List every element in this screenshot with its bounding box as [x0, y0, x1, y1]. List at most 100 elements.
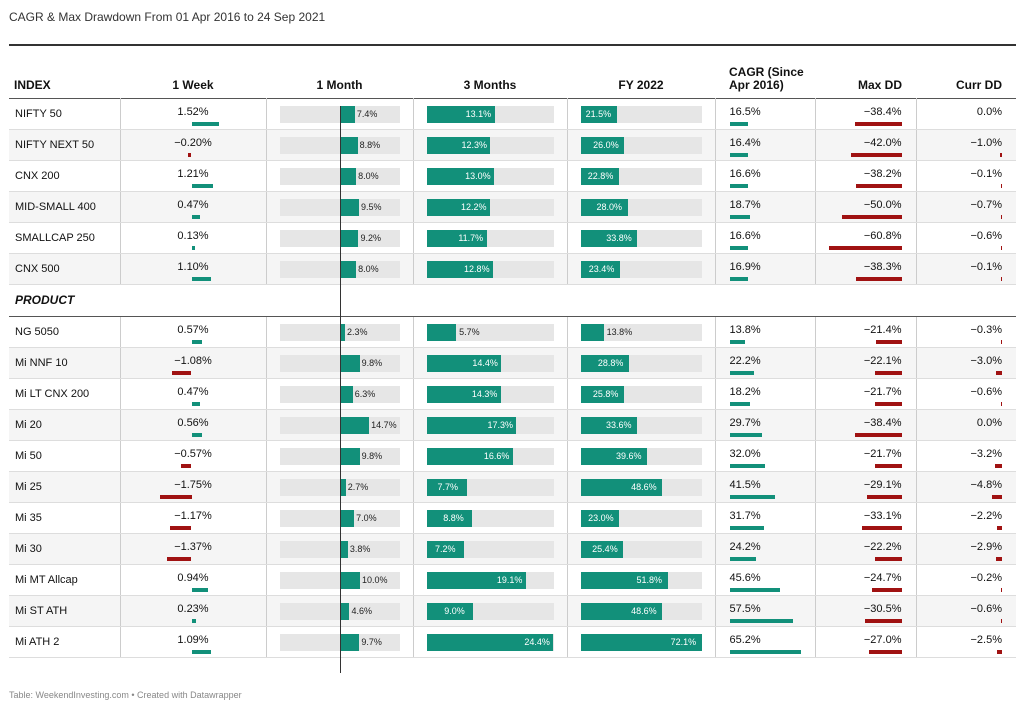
week-value: 0.47%	[121, 386, 266, 398]
month-label: 2.3%	[347, 327, 368, 337]
week-bar	[192, 402, 200, 406]
row-name: Mi 25	[9, 471, 120, 502]
cagr-cell: 29.7%	[715, 409, 815, 440]
cagr-bar	[730, 526, 765, 530]
table-row: NIFTY 50 1.52% 7.4% 13.1% 21.5% 16.5% −38.4% 0.…	[9, 98, 1016, 129]
curr-dd-bar	[1001, 215, 1002, 219]
max-dd-bar	[862, 526, 902, 530]
week-value: −0.57%	[121, 448, 266, 460]
fy-label: 26.0%	[593, 140, 619, 150]
week-cell: −1.17%	[120, 502, 266, 533]
three-months-cell: 7.7%	[413, 471, 567, 502]
row-name: Mi ATH 2	[9, 626, 120, 657]
curr-dd-value: −3.2%	[971, 448, 1017, 460]
three-months-label: 7.7%	[438, 482, 459, 492]
fy-cell: 33.6%	[567, 409, 715, 440]
cagr-cell: 18.2%	[715, 378, 815, 409]
fy-label: 33.6%	[606, 420, 632, 430]
week-bar	[192, 246, 195, 250]
table-row: Mi 25 −1.75% 2.7% 7.7% 48.6% 41.5% −29.1% −4.8%	[9, 471, 1016, 502]
curr-dd-value: −0.7%	[971, 199, 1017, 211]
cagr-value: 16.4%	[730, 137, 761, 149]
fy-bar	[581, 324, 604, 341]
three-months-cell: 7.2%	[413, 533, 567, 564]
row-name: NG 5050	[9, 316, 120, 347]
row-name: Mi LT CNX 200	[9, 378, 120, 409]
week-cell: −0.57%	[120, 440, 266, 471]
section-row: PRODUCT	[9, 284, 1016, 316]
cagr-value: 16.6%	[730, 168, 761, 180]
month-bar	[341, 386, 353, 403]
three-months-label: 14.4%	[472, 358, 498, 368]
week-cell: 0.94%	[120, 564, 266, 595]
max-dd-bar	[876, 340, 902, 344]
cagr-value: 65.2%	[730, 634, 761, 646]
row-name: NIFTY 50	[9, 98, 120, 129]
header-1-month: 1 Month	[266, 45, 413, 98]
week-value: −1.75%	[121, 479, 266, 491]
three-months-cell: 16.6%	[413, 440, 567, 471]
curr-dd-value: −0.6%	[971, 603, 1017, 615]
curr-dd-value: −0.1%	[971, 168, 1017, 180]
week-cell: −0.20%	[120, 129, 266, 160]
week-value: 1.21%	[121, 168, 266, 180]
curr-dd-value: −0.3%	[971, 324, 1017, 336]
curr-dd-value: 0.0%	[977, 106, 1016, 118]
curr-dd-bar	[1001, 402, 1002, 406]
fy-label: 21.5%	[586, 109, 612, 119]
week-value: −1.08%	[121, 355, 266, 367]
week-value: −1.37%	[121, 541, 266, 553]
week-value: 0.56%	[121, 417, 266, 429]
max-dd-value: −21.7%	[864, 448, 916, 460]
curr-dd-cell: −0.3%	[916, 316, 1016, 347]
fy-label: 72.1%	[671, 637, 697, 647]
section-label: PRODUCT	[9, 284, 1016, 316]
month-label: 7.0%	[356, 513, 377, 523]
week-bar	[160, 495, 192, 499]
fy-label: 13.8%	[607, 327, 633, 337]
week-cell: 0.56%	[120, 409, 266, 440]
cagr-value: 16.5%	[730, 106, 761, 118]
three-months-label: 17.3%	[487, 420, 513, 430]
week-cell: −1.08%	[120, 347, 266, 378]
max-dd-cell: −21.7%	[815, 378, 916, 409]
curr-dd-value: −0.1%	[971, 261, 1017, 273]
three-months-cell: 9.0%	[413, 595, 567, 626]
max-dd-value: −29.1%	[864, 479, 916, 491]
max-dd-value: −38.2%	[864, 168, 916, 180]
header-cagr: CAGR (Since Apr 2016)	[715, 45, 815, 98]
row-name: NIFTY NEXT 50	[9, 129, 120, 160]
row-name: CNX 200	[9, 160, 120, 191]
header-fy-2022: FY 2022	[567, 45, 715, 98]
cagr-bar	[730, 215, 751, 219]
fy-cell: 21.5%	[567, 98, 715, 129]
cagr-value: 29.7%	[730, 417, 761, 429]
week-bar	[192, 215, 200, 219]
max-dd-bar	[875, 371, 902, 375]
cagr-cell: 24.2%	[715, 533, 815, 564]
month-bar	[341, 603, 350, 620]
fy-cell: 25.8%	[567, 378, 715, 409]
month-label: 3.8%	[350, 544, 371, 554]
week-cell: 0.47%	[120, 378, 266, 409]
cagr-cell: 16.4%	[715, 129, 815, 160]
curr-dd-value: −0.6%	[971, 386, 1017, 398]
curr-dd-value: −2.9%	[971, 541, 1017, 553]
cagr-bar	[730, 619, 793, 623]
week-bar	[192, 588, 209, 592]
max-dd-cell: −24.7%	[815, 564, 916, 595]
month-label: 9.2%	[360, 233, 381, 243]
max-dd-cell: −21.4%	[815, 316, 916, 347]
fy-cell: 23.4%	[567, 253, 715, 284]
fy-cell: 22.8%	[567, 160, 715, 191]
max-dd-value: −38.3%	[864, 261, 916, 273]
curr-dd-value: −2.2%	[971, 510, 1017, 522]
fy-label: 23.4%	[589, 264, 615, 274]
month-bar	[341, 230, 359, 247]
curr-dd-cell: −0.1%	[916, 160, 1016, 191]
max-dd-value: −21.7%	[864, 386, 916, 398]
month-label: 9.8%	[362, 451, 383, 461]
curr-dd-cell: −0.6%	[916, 222, 1016, 253]
fy-label: 28.0%	[597, 202, 623, 212]
cagr-value: 16.9%	[730, 261, 761, 273]
